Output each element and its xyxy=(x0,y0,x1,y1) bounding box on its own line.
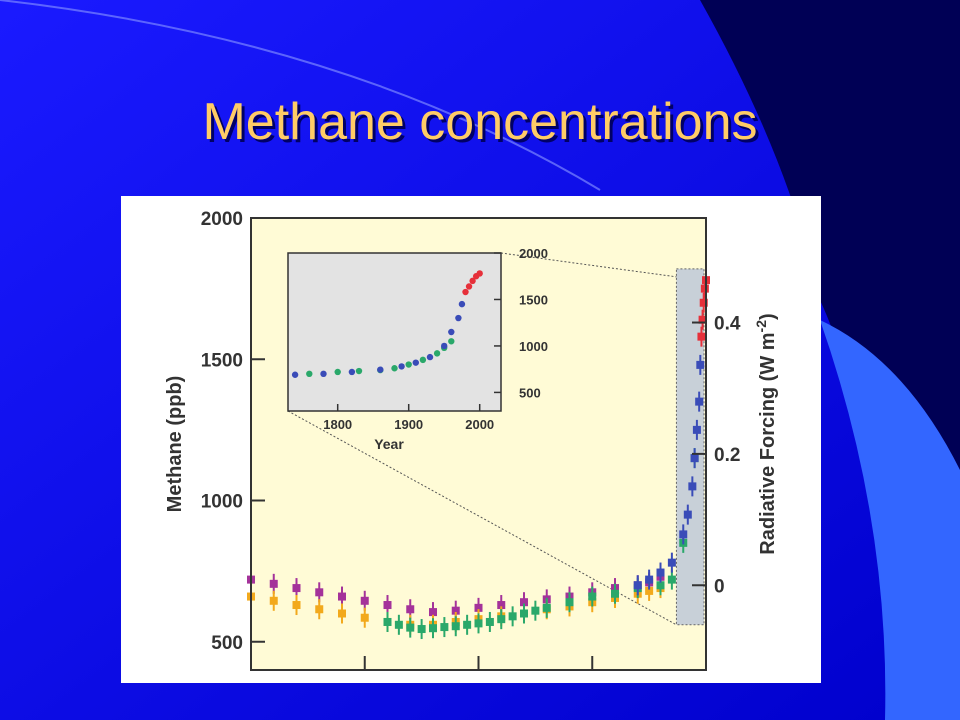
main-ytick-label-1000: 1000 xyxy=(201,492,243,513)
inset-point-s0-4 xyxy=(391,365,398,372)
inset-point-s1-5 xyxy=(412,359,419,366)
inset-xtick-label-1800: 1800 xyxy=(323,417,352,432)
methane-chart: 500 1000 1500 2000 0 0.2 0.4 Methane (ppb) Ra… xyxy=(164,209,779,671)
main-y-tick-labels: 500 1000 1500 2000 xyxy=(201,209,243,654)
inset-x-axis-label: Year xyxy=(374,436,404,452)
inset-point-s0-0 xyxy=(306,370,313,378)
inset-ytick-label-500: 500 xyxy=(519,385,541,400)
inset-point-s0-5 xyxy=(405,361,412,368)
inset-point-s1-6 xyxy=(426,353,434,361)
inset-xtick-label-1900: 1900 xyxy=(394,417,423,432)
inset-point-s1-1 xyxy=(320,370,327,378)
inset-point-s2-1 xyxy=(465,283,473,290)
inset-point-s0-2 xyxy=(355,367,363,375)
inset-y-tick-labels: 500 1000 1500 2000 xyxy=(519,246,548,400)
inset-point-s2-0 xyxy=(462,288,469,296)
inset-point-s1-2 xyxy=(348,368,356,376)
inset-point-s1-9 xyxy=(455,314,462,322)
inset-axis-ticks xyxy=(336,252,501,411)
y2-label-exponent: -2 xyxy=(753,320,769,333)
zoom-highlight-box xyxy=(675,268,705,626)
inset-point-s0-1 xyxy=(334,368,341,376)
figure-panel: 500 1000 1500 2000 0 0.2 0.4 Methane (ppb) Ra… xyxy=(121,196,821,683)
slide-title: Methane concentrations xyxy=(202,93,758,151)
inset-point-s1-3 xyxy=(377,366,384,373)
decorative-swoosh xyxy=(0,0,601,191)
main-y2-tick-labels: 0 0.2 0.4 xyxy=(714,314,741,598)
inset-point-s1-8 xyxy=(448,328,455,336)
inset-point-s2-2 xyxy=(469,277,476,285)
inset-xtick-label-2000: 2000 xyxy=(465,417,494,432)
inset-point-s1-4 xyxy=(398,363,405,370)
main-ytick-label-500: 500 xyxy=(211,633,243,654)
main-ytick-label-1500: 1500 xyxy=(201,350,243,371)
inset-point-s1-10 xyxy=(458,300,466,308)
inset-point-s0-7 xyxy=(433,350,441,357)
inset-point-s1-0 xyxy=(291,371,299,378)
inset-ytick-label-1000: 1000 xyxy=(519,339,548,354)
y2-label-close: ) xyxy=(757,313,779,320)
inset-plot-frame xyxy=(287,252,502,412)
inset-point-s0-9 xyxy=(448,338,455,345)
inset-ytick-label-2000: 2000 xyxy=(519,246,548,261)
inset-ytick-label-1500: 1500 xyxy=(519,292,548,307)
accent-band xyxy=(820,320,960,720)
zoom-connector-top xyxy=(500,252,677,278)
main-y2-axis-label: Radiative Forcing (W m-2) xyxy=(753,313,779,554)
inset-point-s1-7 xyxy=(441,342,448,350)
main-ytick-label-2000: 2000 xyxy=(201,209,243,230)
inset-plot-area xyxy=(288,253,501,411)
main-y2tick-label-0: 0 xyxy=(714,576,725,597)
inset-series-group xyxy=(291,270,483,378)
y2-label-text: Radiative Forcing (W m xyxy=(757,332,779,554)
main-axis-ticks xyxy=(250,217,707,670)
main-y2tick-label-2: 0.4 xyxy=(714,314,741,335)
inset-point-s2-4 xyxy=(476,270,483,277)
main-y-axis-label: Methane (ppb) xyxy=(164,376,186,513)
inset-point-s0-6 xyxy=(419,356,427,364)
inset-x-tick-labels: 1800 1900 2000 xyxy=(323,417,494,432)
main-y2tick-label-1: 0.2 xyxy=(714,445,740,466)
